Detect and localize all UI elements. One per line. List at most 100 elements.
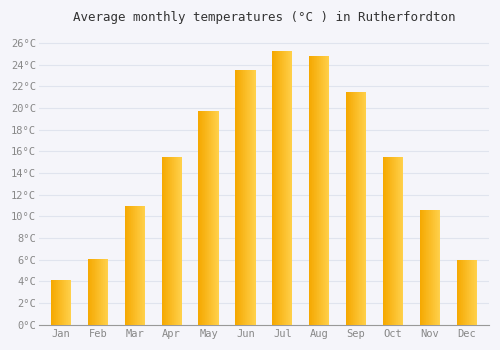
Bar bbox=[389, 157, 390, 325]
Bar bbox=[426, 210, 427, 325]
Bar bbox=[179, 157, 180, 325]
Bar bbox=[181, 157, 182, 325]
Bar bbox=[134, 205, 135, 325]
Bar bbox=[365, 92, 366, 325]
Bar bbox=[98, 259, 100, 325]
Bar bbox=[394, 157, 395, 325]
Bar bbox=[318, 56, 319, 325]
Bar bbox=[203, 111, 204, 325]
Bar bbox=[398, 157, 399, 325]
Bar bbox=[140, 205, 141, 325]
Bar bbox=[166, 157, 167, 325]
Bar bbox=[462, 260, 464, 325]
Bar bbox=[291, 51, 292, 325]
Bar bbox=[466, 260, 467, 325]
Bar bbox=[319, 56, 320, 325]
Bar bbox=[206, 111, 207, 325]
Bar bbox=[311, 56, 312, 325]
Bar bbox=[436, 210, 438, 325]
Bar bbox=[255, 70, 256, 325]
Bar bbox=[362, 92, 363, 325]
Bar bbox=[324, 56, 326, 325]
Bar bbox=[422, 210, 423, 325]
Bar bbox=[170, 157, 171, 325]
Bar bbox=[167, 157, 168, 325]
Bar bbox=[392, 157, 393, 325]
Bar bbox=[56, 280, 57, 325]
Bar bbox=[240, 70, 242, 325]
Bar bbox=[464, 260, 466, 325]
Bar bbox=[55, 280, 56, 325]
Bar bbox=[54, 280, 55, 325]
Bar bbox=[66, 280, 67, 325]
Bar bbox=[88, 259, 89, 325]
Bar bbox=[61, 280, 62, 325]
Bar bbox=[198, 111, 199, 325]
Bar bbox=[309, 56, 310, 325]
Bar bbox=[246, 70, 247, 325]
Bar bbox=[352, 92, 354, 325]
Bar bbox=[204, 111, 205, 325]
Bar bbox=[346, 92, 348, 325]
Bar bbox=[395, 157, 396, 325]
Bar bbox=[321, 56, 322, 325]
Bar bbox=[92, 259, 93, 325]
Bar bbox=[473, 260, 474, 325]
Bar bbox=[388, 157, 389, 325]
Bar bbox=[180, 157, 181, 325]
Bar bbox=[286, 51, 287, 325]
Bar bbox=[401, 157, 402, 325]
Bar bbox=[390, 157, 391, 325]
Bar bbox=[475, 260, 476, 325]
Bar bbox=[144, 205, 145, 325]
Bar bbox=[249, 70, 250, 325]
Bar bbox=[172, 157, 173, 325]
Bar bbox=[396, 157, 397, 325]
Bar bbox=[284, 51, 285, 325]
Bar bbox=[60, 280, 61, 325]
Bar bbox=[357, 92, 358, 325]
Bar bbox=[205, 111, 206, 325]
Bar bbox=[474, 260, 475, 325]
Bar bbox=[171, 157, 172, 325]
Bar bbox=[424, 210, 425, 325]
Bar bbox=[169, 157, 170, 325]
Bar bbox=[175, 157, 176, 325]
Bar bbox=[358, 92, 359, 325]
Bar bbox=[472, 260, 473, 325]
Bar bbox=[57, 280, 58, 325]
Bar bbox=[251, 70, 252, 325]
Bar bbox=[163, 157, 164, 325]
Bar bbox=[456, 260, 458, 325]
Bar bbox=[272, 51, 273, 325]
Bar bbox=[209, 111, 210, 325]
Bar bbox=[290, 51, 291, 325]
Bar bbox=[202, 111, 203, 325]
Bar bbox=[277, 51, 278, 325]
Bar bbox=[178, 157, 179, 325]
Bar bbox=[164, 157, 165, 325]
Bar bbox=[138, 205, 139, 325]
Bar bbox=[468, 260, 469, 325]
Bar bbox=[89, 259, 90, 325]
Bar bbox=[162, 157, 163, 325]
Bar bbox=[250, 70, 251, 325]
Bar bbox=[359, 92, 360, 325]
Bar bbox=[51, 280, 52, 325]
Bar bbox=[126, 205, 128, 325]
Bar bbox=[132, 205, 133, 325]
Bar bbox=[467, 260, 468, 325]
Bar bbox=[208, 111, 209, 325]
Bar bbox=[363, 92, 364, 325]
Bar bbox=[316, 56, 317, 325]
Bar bbox=[254, 70, 255, 325]
Bar bbox=[124, 205, 126, 325]
Bar bbox=[238, 70, 240, 325]
Bar bbox=[471, 260, 472, 325]
Bar bbox=[165, 157, 166, 325]
Bar bbox=[102, 259, 104, 325]
Bar bbox=[214, 111, 216, 325]
Bar bbox=[386, 157, 387, 325]
Bar bbox=[130, 205, 132, 325]
Bar bbox=[143, 205, 144, 325]
